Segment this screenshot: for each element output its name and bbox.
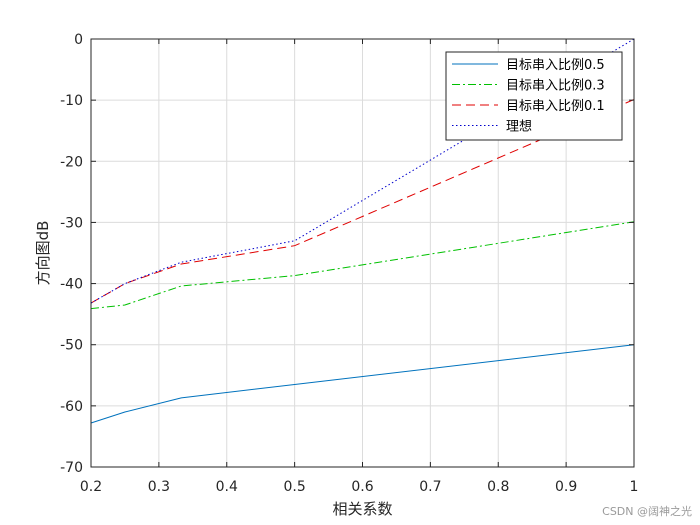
x-tick-label: 0.8 bbox=[487, 479, 509, 495]
ticks: 0.2 0.3 0.4 0.5 0.6 0.7 0.8 0.9 1 0 -10 -20 -30 -40 -5… bbox=[60, 32, 638, 495]
x-tick-label: 0.6 bbox=[351, 479, 373, 495]
y-tick-label: -50 bbox=[60, 338, 83, 354]
legend-label-1: 目标串入比例0.3 bbox=[506, 79, 605, 94]
y-tick-label: -10 bbox=[60, 93, 83, 109]
y-tick-label: 0 bbox=[74, 32, 83, 48]
legend-label-0: 目标串入比例0.5 bbox=[506, 58, 605, 73]
series-line-2 bbox=[90, 99, 635, 304]
legend-box bbox=[445, 51, 623, 141]
series-group bbox=[90, 38, 635, 424]
legend-label-2: 目标串入比例0.1 bbox=[506, 99, 605, 114]
y-tick-label: -70 bbox=[60, 460, 83, 476]
y-axis-label: 方向图dB bbox=[34, 221, 52, 286]
x-tick-label: 0.9 bbox=[555, 479, 577, 495]
y-tick-label: -60 bbox=[60, 399, 83, 415]
x-tick-label: 0.5 bbox=[283, 479, 305, 495]
series-line-0 bbox=[90, 344, 635, 424]
watermark: CSDN @阔神之光 bbox=[602, 505, 692, 518]
x-tick-label: 0.2 bbox=[80, 479, 102, 495]
x-tick-label: 0.3 bbox=[148, 479, 170, 495]
x-tick-label: 0.7 bbox=[419, 479, 441, 495]
x-tick-label: 0.4 bbox=[216, 479, 238, 495]
x-tick-label: 1 bbox=[630, 479, 639, 495]
series-line-1 bbox=[90, 221, 635, 310]
legend-label-3: 理想 bbox=[506, 119, 532, 135]
y-tick-label: -30 bbox=[60, 215, 83, 231]
y-tick-label: -20 bbox=[60, 154, 83, 170]
y-tick-label: -40 bbox=[60, 277, 83, 293]
legend: 目标串入比例0.5 目标串入比例0.3 目标串入比例0.1 理想 bbox=[445, 51, 623, 141]
x-axis-label: 相关系数 bbox=[332, 500, 392, 518]
